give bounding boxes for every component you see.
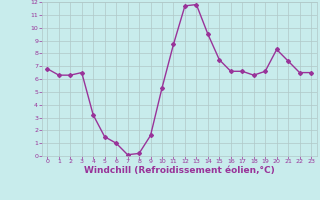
X-axis label: Windchill (Refroidissement éolien,°C): Windchill (Refroidissement éolien,°C): [84, 166, 275, 175]
